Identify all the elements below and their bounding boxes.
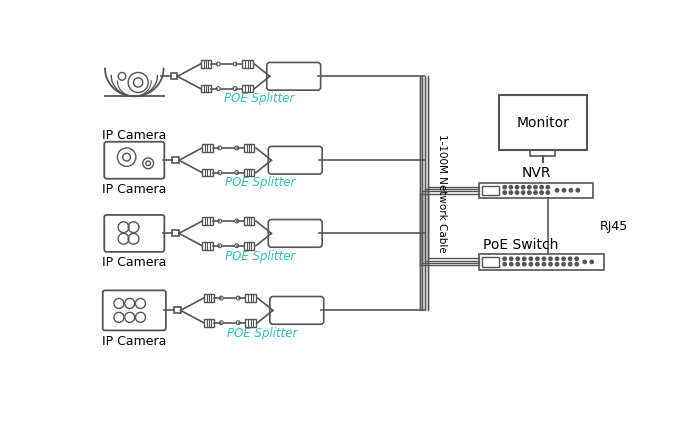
Bar [170, 73, 177, 80]
Bar [245, 294, 256, 302]
Circle shape [543, 263, 546, 266]
Circle shape [568, 257, 572, 260]
Circle shape [521, 191, 525, 194]
Bar [244, 217, 255, 225]
Circle shape [549, 263, 552, 266]
Bar [202, 242, 213, 250]
Bar [204, 319, 215, 326]
Circle shape [583, 260, 587, 264]
Circle shape [503, 191, 507, 194]
Circle shape [555, 257, 559, 260]
Circle shape [503, 263, 507, 266]
Text: POE Splitter: POE Splitter [224, 93, 294, 105]
Circle shape [546, 191, 549, 194]
Circle shape [503, 257, 507, 260]
Text: RJ45: RJ45 [600, 219, 627, 232]
Circle shape [509, 191, 513, 194]
Text: IP Camera: IP Camera [102, 257, 166, 270]
Circle shape [540, 185, 543, 189]
Bar [498, 95, 587, 150]
Circle shape [534, 191, 537, 194]
Bar [202, 169, 213, 177]
Text: 1-100M Network Cable: 1-100M Network Cable [437, 134, 447, 253]
Circle shape [562, 263, 566, 266]
Text: POE Splitter: POE Splitter [225, 177, 296, 189]
Bar [244, 242, 255, 250]
Circle shape [569, 189, 572, 192]
Bar [174, 307, 181, 313]
Bar [242, 60, 253, 68]
Circle shape [516, 263, 519, 266]
Bar [244, 144, 255, 152]
Circle shape [509, 185, 513, 189]
Text: PoE Switch: PoE Switch [483, 238, 559, 252]
Circle shape [528, 185, 531, 189]
Circle shape [568, 263, 572, 266]
Bar [479, 183, 593, 198]
Text: NVR: NVR [521, 166, 551, 180]
Circle shape [555, 263, 559, 266]
Text: POE Splitter: POE Splitter [227, 326, 297, 340]
Bar [172, 157, 179, 163]
Circle shape [516, 257, 519, 260]
Circle shape [515, 191, 519, 194]
Circle shape [540, 191, 543, 194]
Bar [482, 186, 499, 195]
Text: IP Camera: IP Camera [102, 335, 166, 348]
Circle shape [509, 257, 513, 260]
Circle shape [515, 185, 519, 189]
Circle shape [536, 257, 539, 260]
Bar [245, 319, 256, 326]
Circle shape [562, 257, 566, 260]
Bar [479, 254, 604, 270]
Text: IP Camera: IP Camera [102, 184, 166, 196]
Circle shape [503, 185, 507, 189]
Circle shape [521, 185, 525, 189]
Circle shape [562, 189, 566, 192]
Circle shape [590, 260, 593, 264]
Circle shape [543, 257, 546, 260]
Bar [530, 150, 555, 156]
Circle shape [529, 263, 532, 266]
Circle shape [529, 257, 532, 260]
Bar [172, 230, 179, 236]
Bar [482, 257, 499, 267]
Circle shape [575, 263, 579, 266]
Circle shape [546, 185, 549, 189]
Circle shape [528, 191, 531, 194]
Circle shape [555, 189, 559, 192]
Circle shape [534, 185, 537, 189]
Circle shape [549, 257, 552, 260]
Circle shape [509, 263, 513, 266]
Text: Monitor: Monitor [516, 115, 569, 129]
Bar [204, 294, 215, 302]
Bar [200, 60, 211, 68]
Circle shape [576, 189, 579, 192]
Circle shape [523, 263, 526, 266]
Text: POE Splitter: POE Splitter [225, 250, 296, 263]
Bar [200, 85, 211, 93]
Bar [202, 217, 213, 225]
Bar [202, 144, 213, 152]
Circle shape [523, 257, 526, 260]
Circle shape [536, 263, 539, 266]
Bar [242, 85, 253, 93]
Circle shape [575, 257, 579, 260]
Text: IP Camera: IP Camera [102, 128, 166, 142]
Bar [244, 169, 255, 177]
